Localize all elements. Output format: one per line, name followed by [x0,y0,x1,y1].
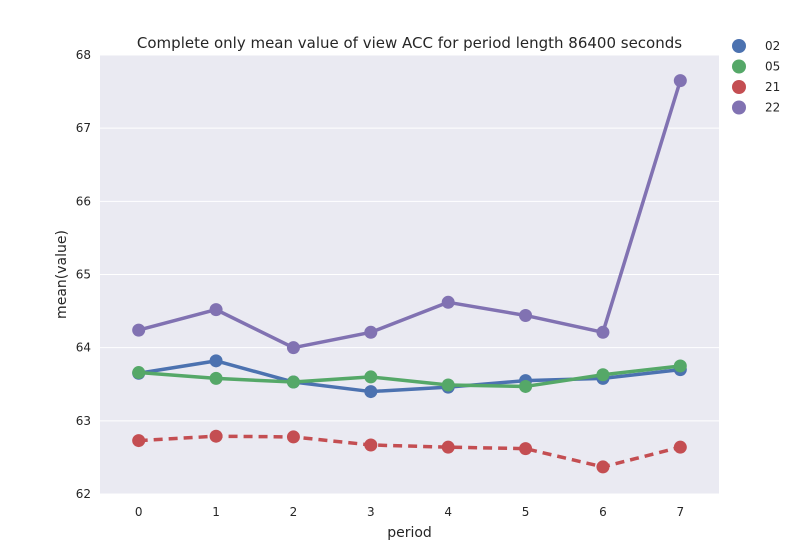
gridlines [100,54,719,495]
chart-title: Complete only mean value of view ACC for… [137,34,682,52]
data-point [596,368,610,382]
series-line [138,364,681,389]
legend-item: 02 [732,39,780,53]
x-tick-label: 4 [444,505,452,519]
x-tick-label: 2 [290,505,298,519]
legend: 02 05 21 22 [732,39,780,115]
data-point [209,354,223,368]
data-point [673,74,687,88]
series-layer [132,74,687,474]
x-tick-label: 6 [599,505,607,519]
series-line [138,434,681,469]
data-point [364,325,378,339]
series-05 [132,359,687,393]
data-point [441,440,455,454]
data-point [673,359,687,373]
y-tick-label: 64 [76,341,91,355]
data-point [286,430,300,444]
legend-label: 02 [765,39,780,53]
x-tick-label: 3 [367,505,375,519]
data-point [519,379,533,393]
data-point [596,325,610,339]
data-point [132,323,146,337]
series-line [138,80,682,350]
data-point [364,385,378,399]
y-tick-label: 62 [76,487,91,501]
x-tick-label: 0 [135,505,143,519]
data-point [286,341,300,355]
x-axis-label: period [387,525,432,541]
data-point [519,308,533,322]
series-22 [132,74,687,355]
data-point [596,460,610,474]
legend-marker [732,100,746,115]
legend-label: 22 [765,101,780,115]
series-line [138,359,681,394]
y-tick-label: 67 [76,121,91,135]
series-21 [132,429,687,474]
legend-label: 05 [765,60,780,74]
data-point [209,429,223,443]
legend-label: 21 [765,80,780,94]
x-tick-label: 7 [676,505,684,519]
y-tick-label: 68 [76,48,91,62]
legend-marker [732,59,746,74]
legend-marker [732,39,746,53]
data-point [364,438,378,452]
data-point [286,375,300,389]
data-point [364,370,378,384]
data-point [519,442,533,456]
data-point [209,303,223,317]
y-tick-label: 66 [76,194,91,208]
data-point [132,366,146,380]
x-tick-label: 1 [212,505,220,519]
x-tick-labels: 0 1 2 3 4 5 6 7 [135,505,684,519]
data-point [132,434,146,448]
legend-item: 21 [732,80,780,94]
y-axis-label: mean(value) [54,230,70,319]
y-tick-label: 65 [76,268,91,282]
data-point [673,440,687,454]
legend-item: 22 [732,100,780,115]
legend-item: 05 [732,59,780,74]
x-tick-label: 5 [522,505,530,519]
data-point [209,371,223,385]
y-tick-label: 63 [76,414,91,428]
data-point [441,295,455,309]
legend-marker [732,80,746,94]
y-tick-labels: 62 63 64 65 66 67 68 [76,48,91,501]
data-point [441,378,455,392]
